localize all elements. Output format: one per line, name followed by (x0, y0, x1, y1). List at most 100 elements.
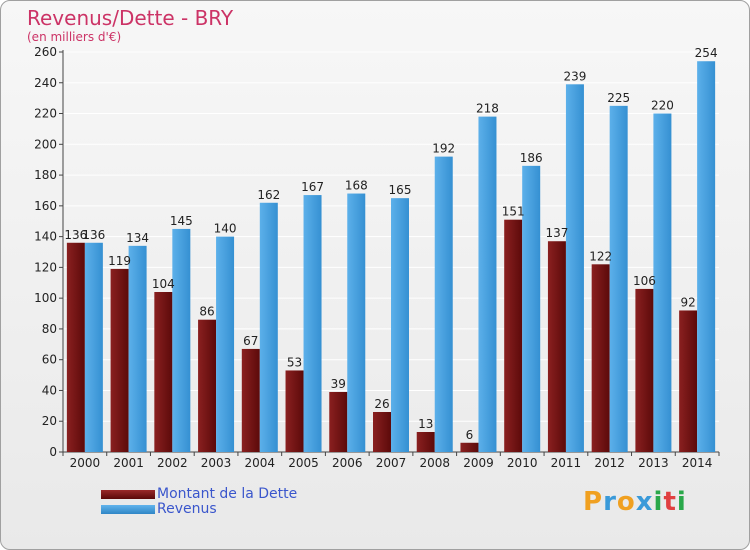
bar-revenue (259, 202, 278, 452)
x-tick-label: 2002 (157, 456, 188, 470)
bar-revenue (347, 193, 366, 453)
x-tick-label: 2009 (463, 456, 494, 470)
logo-letter: r (603, 487, 617, 517)
data-label-revenue: 218 (476, 102, 499, 116)
bar-revenue (434, 156, 453, 452)
data-label-revenue: 162 (257, 188, 280, 202)
data-label-revenue: 167 (301, 180, 324, 194)
data-label-debt: 26 (374, 397, 389, 411)
bar-debt (547, 241, 566, 452)
data-label-revenue: 239 (563, 69, 586, 83)
chart-title: Revenus/Dette - BRY (27, 6, 234, 30)
data-label-debt: 122 (589, 249, 612, 263)
data-label-revenue: 225 (607, 91, 630, 105)
bar-revenue (128, 245, 147, 452)
data-label-debt: 39 (331, 377, 346, 391)
data-label-debt: 137 (545, 226, 568, 240)
logo-letter: x (635, 487, 654, 517)
data-label-debt: 136 (64, 228, 87, 242)
y-tick-label: 40 (42, 383, 57, 397)
legend-label-revenue: Revenus (157, 501, 217, 517)
x-tick-label: 2007 (376, 456, 407, 470)
x-tick-label: 2010 (507, 456, 538, 470)
bar-debt (679, 310, 698, 452)
x-tick-label: 2013 (638, 456, 669, 470)
bar-debt (198, 319, 217, 452)
proxiti-logo: Proxiti (583, 487, 687, 517)
data-label-debt: 67 (243, 334, 258, 348)
bar-debt (329, 392, 348, 452)
bar-debt (373, 412, 391, 452)
logo-letter: i (676, 487, 687, 517)
y-tick-label: 0 (49, 445, 57, 459)
bar-debt (110, 268, 129, 452)
logo-letter: P (583, 487, 604, 517)
x-tick-label: 2001 (113, 456, 144, 470)
bar-debt (460, 442, 479, 452)
data-label-debt: 86 (199, 305, 214, 319)
y-tick-label: 220 (34, 107, 57, 121)
data-label-debt: 53 (287, 355, 302, 369)
data-label-revenue: 165 (389, 183, 412, 197)
x-tick-label: 2008 (419, 456, 450, 470)
y-tick-label: 160 (34, 199, 57, 213)
data-label-debt: 151 (502, 205, 525, 219)
bar-debt (504, 219, 523, 452)
bar-revenue (216, 236, 235, 452)
bar-revenue (697, 61, 716, 452)
x-tick-label: 2014 (682, 456, 713, 470)
legend-label-debt: Montant de la Dette (157, 486, 298, 502)
y-tick-label: 260 (34, 45, 57, 59)
data-label-debt: 6 (466, 428, 474, 442)
bar-revenue (609, 105, 628, 452)
bar-revenue (565, 84, 584, 453)
bar-revenue (478, 116, 497, 452)
y-tick-label: 120 (34, 260, 57, 274)
bar-debt (66, 242, 85, 452)
bar-revenue (391, 198, 409, 452)
x-tick-label: 2004 (245, 456, 276, 470)
bar-debt (285, 370, 304, 452)
data-label-debt: 104 (152, 277, 175, 291)
y-tick-label: 180 (34, 168, 57, 182)
x-tick-label: 2011 (551, 456, 582, 470)
bar-revenue (303, 195, 322, 453)
bar-revenue (84, 242, 103, 452)
y-tick-label: 140 (34, 230, 57, 244)
logo-letter: o (616, 487, 636, 517)
y-tick-label: 100 (34, 291, 57, 305)
x-tick-label: 2005 (288, 456, 319, 470)
data-label-revenue: 186 (520, 151, 543, 165)
data-label-revenue: 254 (695, 46, 718, 60)
chart-subtitle: (en milliers d'€) (27, 30, 122, 44)
data-label-revenue: 134 (126, 231, 149, 245)
x-tick-label: 2012 (594, 456, 625, 470)
bar-revenue (653, 113, 672, 453)
bar-debt (154, 292, 173, 452)
data-label-debt: 119 (108, 254, 131, 268)
bar-revenue (522, 165, 541, 452)
logo-letter: t (663, 487, 677, 517)
logo-letter: i (653, 487, 664, 517)
x-tick-label: 2000 (70, 456, 101, 470)
data-label-revenue: 136 (82, 228, 105, 242)
data-label-debt: 106 (633, 274, 656, 288)
data-label-revenue: 145 (170, 214, 193, 228)
x-tick-label: 2003 (201, 456, 232, 470)
y-tick-label: 240 (34, 76, 57, 90)
data-label-revenue: 220 (651, 99, 674, 113)
bar-debt (416, 432, 435, 452)
data-label-revenue: 140 (214, 222, 237, 236)
bar-revenue (172, 228, 191, 452)
y-tick-label: 80 (42, 322, 57, 336)
bar-debt (591, 264, 610, 452)
bar-debt (635, 288, 654, 452)
data-label-revenue: 192 (432, 142, 455, 156)
data-label-debt: 13 (418, 417, 433, 431)
data-label-debt: 92 (680, 295, 695, 309)
y-tick-label: 20 (42, 414, 57, 428)
x-tick-label: 2006 (332, 456, 363, 470)
y-tick-label: 60 (42, 353, 57, 367)
